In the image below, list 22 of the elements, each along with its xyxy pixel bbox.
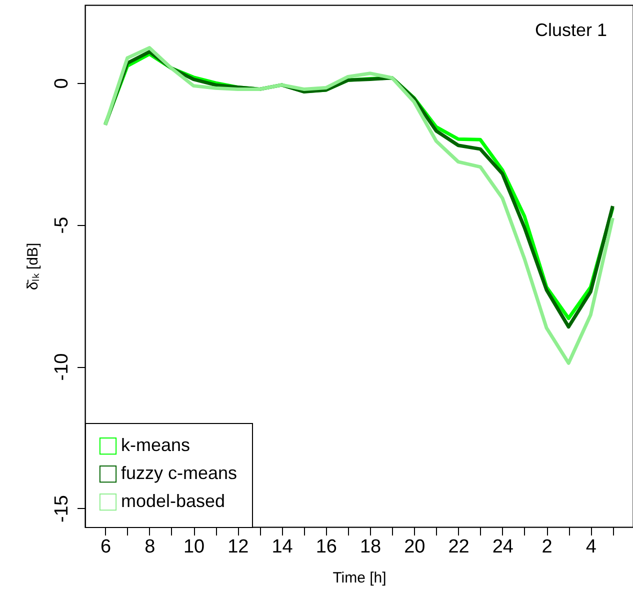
legend-label: k-means <box>121 435 190 455</box>
legend-label: model-based <box>121 491 226 511</box>
x-tick-label: 10 <box>183 536 205 558</box>
x-tick-label: 12 <box>228 536 249 558</box>
y-tick-label: -5 <box>52 216 72 234</box>
x-tick-label: 8 <box>144 536 156 558</box>
x-tick-label: 22 <box>448 536 470 558</box>
annotation: Cluster 1 <box>534 20 608 40</box>
x-tick-label: 20 <box>404 536 426 558</box>
x-tick-label: 16 <box>316 536 337 558</box>
x-tick-label: 6 <box>100 536 112 558</box>
y-tick-label: -10 <box>52 353 72 381</box>
x-tick-label: 2 <box>542 536 552 558</box>
y-tick-label: 0 <box>52 78 72 89</box>
x-tick-label: 24 <box>492 536 514 558</box>
x-tick-label: 4 <box>586 536 597 558</box>
y-tick-label: -15 <box>52 495 72 523</box>
legend-label: fuzzy c-means <box>121 463 238 483</box>
x-tick-label: 18 <box>360 536 382 558</box>
x-axis-title: Time [h] <box>332 570 386 586</box>
y-axis-title: δ̄ₗₖ [dB] <box>24 242 42 290</box>
x-tick-label: 14 <box>272 536 294 558</box>
